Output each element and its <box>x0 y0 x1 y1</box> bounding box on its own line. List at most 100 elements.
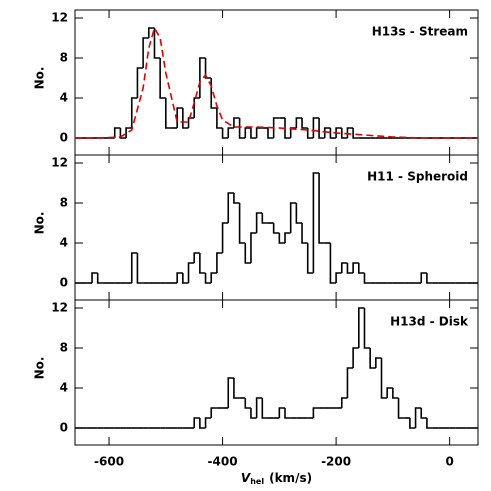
histogram-step <box>204 58 212 79</box>
histogram-step <box>306 243 314 274</box>
histogram-step <box>187 262 195 283</box>
histogram-step <box>221 128 229 139</box>
x-axis-label-main: V <box>241 471 252 485</box>
y-tick-label: 12 <box>51 11 68 25</box>
histogram-step <box>340 128 348 139</box>
histogram-step <box>244 127 251 138</box>
histogram-step <box>216 252 223 273</box>
histogram-step <box>136 253 144 284</box>
histogram-step <box>216 108 223 129</box>
x-axis-label-unit: (km/s) <box>269 471 312 485</box>
histogram-step <box>386 387 393 398</box>
histogram-step <box>329 128 337 139</box>
histogram-step <box>182 273 189 284</box>
histogram-step <box>420 408 427 419</box>
histogram-step <box>193 97 200 118</box>
histogram-step <box>250 408 257 419</box>
histogram-step <box>130 97 138 128</box>
histogram-step <box>244 243 251 264</box>
y-tick-label: 12 <box>51 156 68 170</box>
x-axis-label-sub: hel <box>250 477 264 486</box>
histogram-step <box>312 172 320 273</box>
histogram-step <box>238 118 246 139</box>
histogram-step <box>284 408 291 419</box>
histogram-step <box>284 232 291 243</box>
histogram-step <box>340 397 348 408</box>
histogram-step <box>312 117 320 138</box>
histogram-step <box>346 367 354 398</box>
histogram-step <box>255 127 263 138</box>
histogram-step <box>221 222 229 253</box>
histogram-step <box>335 127 342 138</box>
histogram-step <box>312 407 320 418</box>
histogram-step <box>227 192 234 223</box>
histogram-step <box>318 173 325 244</box>
histogram-step <box>358 263 365 274</box>
histogram-step <box>284 118 291 139</box>
histogram-step <box>250 128 257 139</box>
histogram-step <box>340 262 348 273</box>
histogram-step <box>233 117 240 128</box>
histogram-step <box>91 272 98 283</box>
histogram-step <box>352 128 359 139</box>
histogram-step <box>306 128 314 139</box>
histogram-step <box>420 272 427 283</box>
histogram-step <box>301 118 308 129</box>
y-tick-label: 4 <box>60 381 68 395</box>
histogram-step <box>210 272 217 283</box>
histogram-step <box>272 117 280 138</box>
histogram-step <box>238 203 246 244</box>
histogram-step <box>147 27 155 38</box>
y-tick-label: 0 <box>60 131 68 145</box>
x-tick-label: -600 <box>94 455 124 469</box>
histogram-step <box>125 127 132 138</box>
x-tick-label: -200 <box>321 455 351 469</box>
histogram-step <box>323 127 331 138</box>
histogram-step <box>363 308 371 349</box>
histogram-step <box>278 407 286 418</box>
y-tick-label: 8 <box>60 196 68 210</box>
histogram-step <box>233 193 240 204</box>
y-axis-label: No. <box>33 67 47 90</box>
y-tick-label: 8 <box>60 51 68 65</box>
histogram-step <box>301 223 308 244</box>
histogram-step <box>153 28 161 59</box>
x-tick-label: -400 <box>208 455 238 469</box>
histogram-step <box>392 388 399 399</box>
y-axis-label: No. <box>33 357 47 380</box>
histogram-step <box>426 418 433 429</box>
histogram-step <box>289 202 297 233</box>
histogram-step <box>329 243 337 284</box>
histogram-step <box>414 407 422 428</box>
fit-curve <box>75 25 478 139</box>
histogram-step <box>358 307 365 348</box>
histogram-step <box>204 417 212 428</box>
histogram-step <box>409 418 416 429</box>
histogram-step <box>261 398 268 419</box>
histogram-step <box>113 127 121 138</box>
histogram-step <box>130 252 138 283</box>
y-tick-label: 4 <box>60 236 68 250</box>
y-axis-label: No. <box>33 212 47 235</box>
histogram-step <box>199 418 206 429</box>
histogram-step <box>119 128 127 139</box>
histogram-step <box>261 213 268 224</box>
panel-frame <box>74 299 479 446</box>
histogram-step <box>96 273 104 284</box>
histogram-step <box>352 347 359 368</box>
histogram-step <box>346 127 354 138</box>
panel-label: H13s - Stream <box>372 25 468 39</box>
histogram-step <box>335 272 342 283</box>
histogram-step <box>159 58 166 99</box>
histogram-step <box>165 98 172 129</box>
histogram-step <box>142 37 149 68</box>
histogram-step <box>255 212 263 233</box>
y-tick-label: 0 <box>60 276 68 290</box>
histogram-step <box>375 357 382 368</box>
histogram-step <box>182 108 189 129</box>
histogram-step <box>233 378 240 399</box>
panel-label: H11 - Spheroid <box>367 170 468 184</box>
histogram-step <box>193 417 200 428</box>
